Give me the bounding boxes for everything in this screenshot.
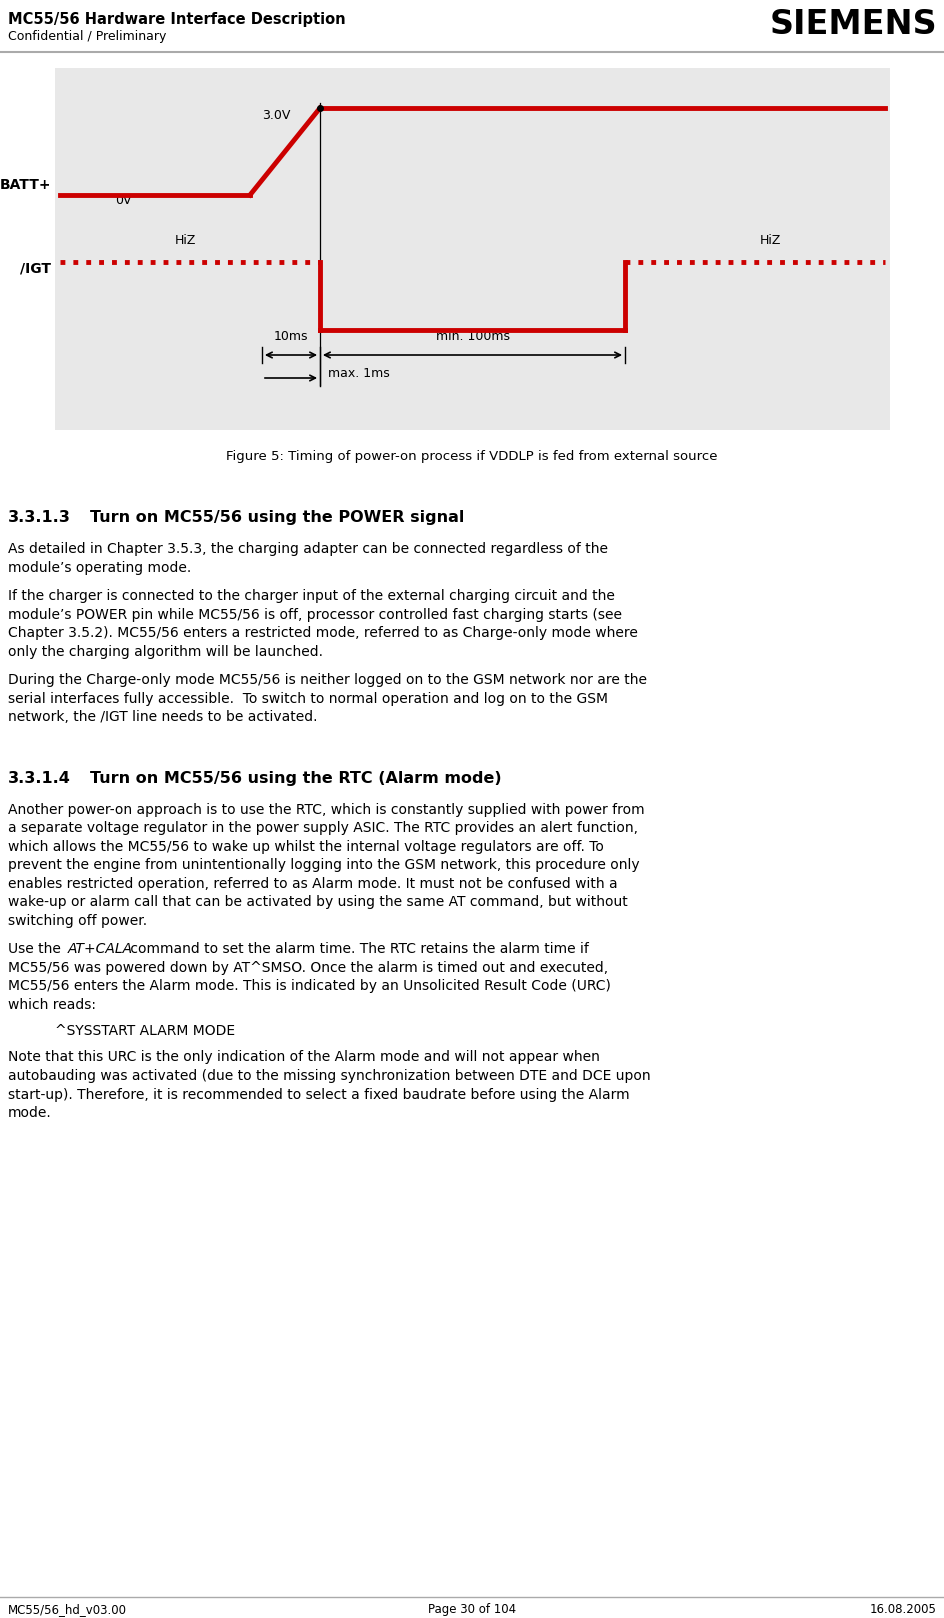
Text: As detailed in Chapter 3.5.3, the charging adapter can be connected regardless o: As detailed in Chapter 3.5.3, the chargi… xyxy=(8,542,607,557)
Text: prevent the engine from unintentionally logging into the GSM network, this proce: prevent the engine from unintentionally … xyxy=(8,858,639,872)
Text: Turn on MC55/56 using the POWER signal: Turn on MC55/56 using the POWER signal xyxy=(90,510,464,524)
Text: autobauding was activated (due to the missing synchronization between DTE and DC: autobauding was activated (due to the mi… xyxy=(8,1069,649,1082)
Text: BATT+: BATT+ xyxy=(0,178,51,193)
Text: If the charger is connected to the charger input of the external charging circui: If the charger is connected to the charg… xyxy=(8,589,615,604)
Text: start-up). Therefore, it is recommended to select a fixed baudrate before using : start-up). Therefore, it is recommended … xyxy=(8,1087,629,1102)
Text: max. 1ms: max. 1ms xyxy=(328,367,389,380)
Text: Page 30 of 104: Page 30 of 104 xyxy=(428,1603,515,1616)
Text: Note that this URC is the only indication of the Alarm mode and will not appear : Note that this URC is the only indicatio… xyxy=(8,1050,599,1065)
Text: 3.3.1.3: 3.3.1.3 xyxy=(8,510,71,524)
Text: Turn on MC55/56 using the RTC (Alarm mode): Turn on MC55/56 using the RTC (Alarm mod… xyxy=(90,770,501,785)
Text: serial interfaces fully accessible.  To switch to normal operation and log on to: serial interfaces fully accessible. To s… xyxy=(8,691,607,705)
Text: MC55/56_hd_v03.00: MC55/56_hd_v03.00 xyxy=(8,1603,126,1616)
Text: 3.3.1.4: 3.3.1.4 xyxy=(8,770,71,785)
Text: HiZ: HiZ xyxy=(174,233,195,246)
Text: During the Charge-only mode MC55/56 is neither logged on to the GSM network nor : During the Charge-only mode MC55/56 is n… xyxy=(8,673,647,688)
Text: a separate voltage regulator in the power supply ASIC. The RTC provides an alert: a separate voltage regulator in the powe… xyxy=(8,820,637,835)
Text: network, the /IGT line needs to be activated.: network, the /IGT line needs to be activ… xyxy=(8,710,317,723)
Text: module’s POWER pin while MC55/56 is off, processor controlled fast charging star: module’s POWER pin while MC55/56 is off,… xyxy=(8,607,621,621)
Text: switching off power.: switching off power. xyxy=(8,914,147,927)
Text: Another power-on approach is to use the RTC, which is constantly supplied with p: Another power-on approach is to use the … xyxy=(8,803,644,817)
Text: command to set the alarm time. The RTC retains the alarm time if: command to set the alarm time. The RTC r… xyxy=(126,942,588,956)
Text: /IGT: /IGT xyxy=(20,260,51,275)
Text: mode.: mode. xyxy=(8,1107,52,1120)
Text: AT+CALA: AT+CALA xyxy=(68,942,133,956)
Text: SIEMENS: SIEMENS xyxy=(768,8,936,40)
Text: wake-up or alarm call that can be activated by using the same AT command, but wi: wake-up or alarm call that can be activa… xyxy=(8,895,627,909)
Text: MC55/56 Hardware Interface Description: MC55/56 Hardware Interface Description xyxy=(8,11,346,28)
Text: ^SYSSTART ALARM MODE: ^SYSSTART ALARM MODE xyxy=(55,1024,235,1039)
Text: Confidential / Preliminary: Confidential / Preliminary xyxy=(8,31,166,44)
Text: module’s operating mode.: module’s operating mode. xyxy=(8,560,191,574)
Text: Chapter 3.5.2). MC55/56 enters a restricted mode, referred to as Charge-only mod: Chapter 3.5.2). MC55/56 enters a restric… xyxy=(8,626,637,641)
Text: enables restricted operation, referred to as Alarm mode. It must not be confused: enables restricted operation, referred t… xyxy=(8,877,617,890)
Text: 3.0V: 3.0V xyxy=(261,108,290,121)
Text: 16.08.2005: 16.08.2005 xyxy=(869,1603,936,1616)
Text: only the charging algorithm will be launched.: only the charging algorithm will be laun… xyxy=(8,644,323,659)
Text: MC55/56 enters the Alarm mode. This is indicated by an Unsolicited Result Code (: MC55/56 enters the Alarm mode. This is i… xyxy=(8,979,610,993)
Text: HiZ: HiZ xyxy=(759,233,780,246)
Text: min. 100ms: min. 100ms xyxy=(435,330,509,343)
Text: which reads:: which reads: xyxy=(8,998,96,1011)
Text: Use the: Use the xyxy=(8,942,65,956)
Text: Figure 5: Timing of power-on process if VDDLP is fed from external source: Figure 5: Timing of power-on process if … xyxy=(226,450,717,463)
Bar xyxy=(55,68,889,430)
Text: 0V: 0V xyxy=(115,194,131,207)
Text: MC55/56 was powered down by AT^SMSO. Once the alarm is timed out and executed,: MC55/56 was powered down by AT^SMSO. Onc… xyxy=(8,961,608,974)
Text: 10ms: 10ms xyxy=(274,330,308,343)
Text: which allows the MC55/56 to wake up whilst the internal voltage regulators are o: which allows the MC55/56 to wake up whil… xyxy=(8,840,603,854)
